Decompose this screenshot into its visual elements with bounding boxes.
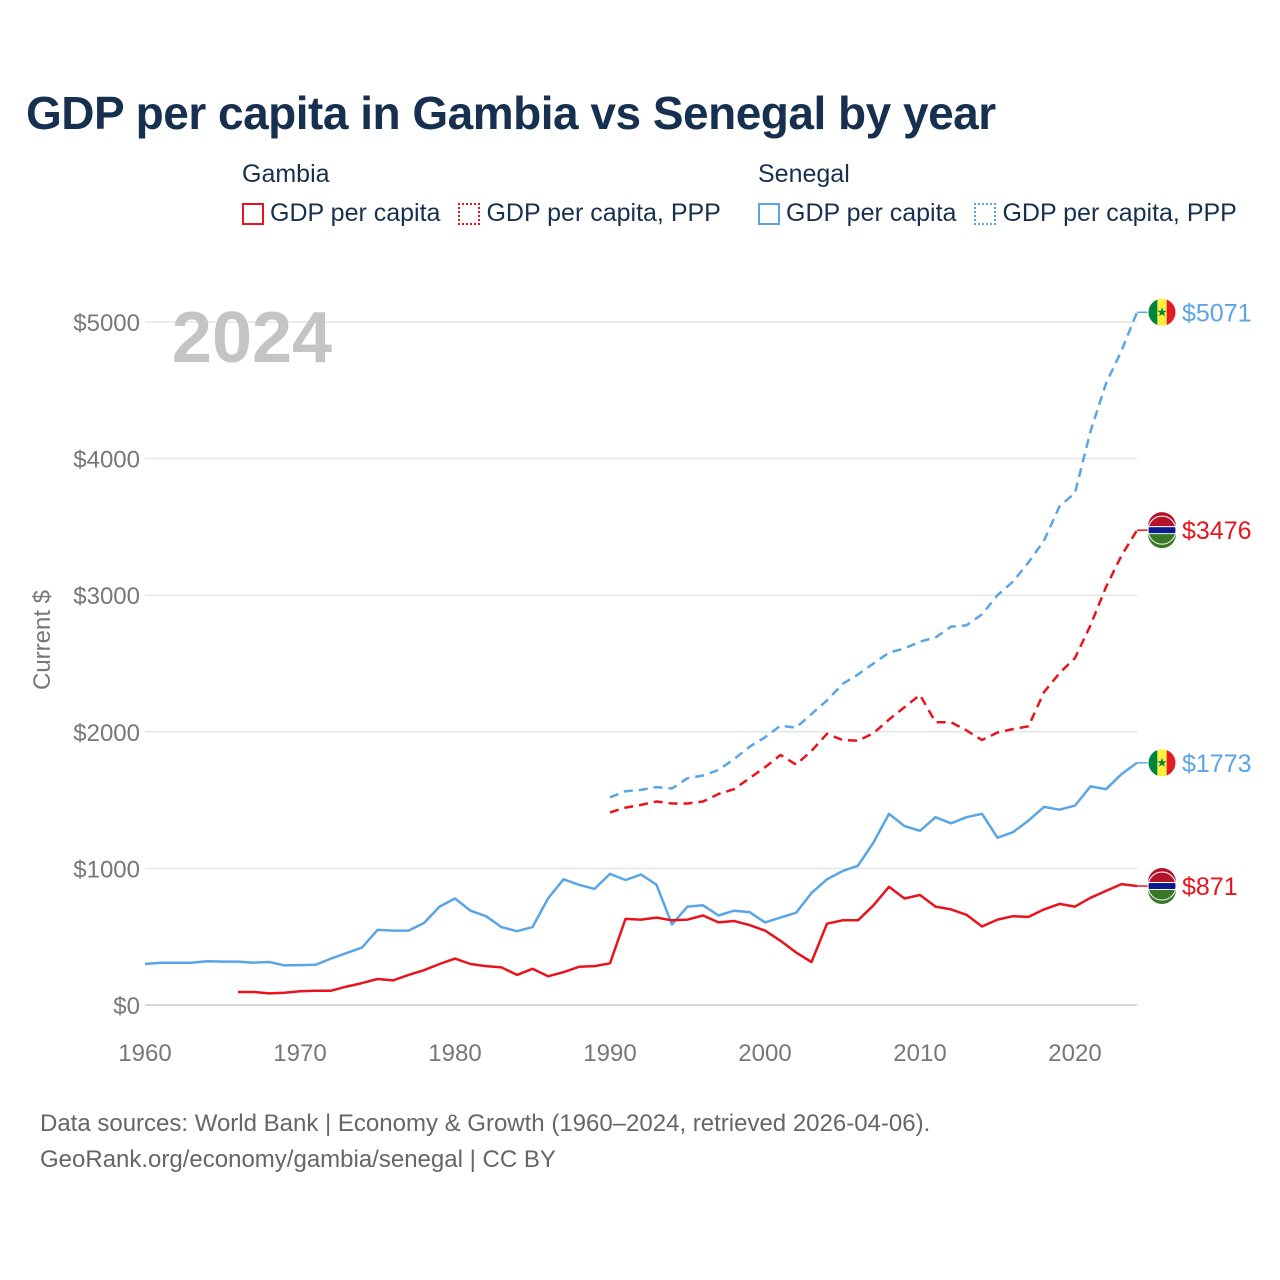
flag-star-icon: [1157, 757, 1167, 767]
flag-outline: [1147, 871, 1177, 901]
grid-lines: [145, 321, 1137, 1006]
series-lines: [144, 311, 1139, 995]
legend-label: GDP per capita, PPP: [1002, 199, 1237, 227]
legend-label: GDP per capita, PPP: [486, 199, 721, 227]
legend-group-senegal: Senegal GDP per capita GDP per capita, P…: [758, 160, 1255, 228]
flag-star-icon: [1157, 307, 1167, 317]
senegal-flag-icon: [1147, 297, 1177, 327]
flag-green-band: [1148, 534, 1176, 549]
flag-green-band: [1148, 890, 1176, 905]
legend-label: GDP per capita: [270, 199, 441, 227]
flag-red-band: [1166, 749, 1176, 777]
flag-red-band: [1148, 512, 1176, 527]
y-tick-label: $4000: [73, 447, 140, 474]
y-axis-label: Current $: [29, 590, 56, 690]
x-axis-ticks: 1960 1970 1980 1990 2000 2010 2020: [118, 1040, 1101, 1067]
flag-red-band: [1148, 868, 1176, 883]
flag-green-band: [1148, 749, 1158, 777]
flag-outline: [1147, 748, 1177, 778]
end-value-label: $5071: [1182, 299, 1252, 327]
y-tick-label: $1000: [73, 856, 140, 883]
legend-swatch-dotted: [974, 202, 997, 225]
legend-swatch-solid: [758, 202, 780, 225]
chart-title: GDP per capita in Gambia vs Senegal by y…: [26, 87, 996, 139]
end-value-label: $1773: [1182, 750, 1252, 778]
legend-item-senegal-gdp[interactable]: GDP per capita: [758, 199, 956, 228]
x-tick-label: 1960: [118, 1040, 171, 1067]
senegal-flag-icon: [1147, 748, 1177, 778]
line-chart: $0 $1000 $2000 $3000 $4000 $5000 1960 1970 1980…: [29, 297, 1252, 1067]
legend-item-gambia-gdp[interactable]: GDP per capita: [242, 199, 440, 228]
series-line-senegal-gdp-per-capita: [144, 761, 1138, 967]
flag-blue-band: [1148, 883, 1176, 890]
gambia-flag-icon: [1147, 868, 1177, 905]
year-watermark: 2024: [172, 298, 332, 378]
x-tick-label: 2000: [738, 1040, 791, 1067]
x-tick-label: 1990: [583, 1040, 636, 1067]
flag-outline: [1147, 297, 1177, 327]
series-line-gambia-gdp-per-capita: [238, 882, 1138, 995]
end-value-label: $871: [1182, 873, 1238, 901]
x-tick-label: 2010: [893, 1040, 946, 1067]
y-axis-ticks: $0 $1000 $2000 $3000 $4000 $5000: [73, 310, 140, 1020]
data-source: Data sources: World Bank | Economy & Gro…: [40, 1106, 930, 1178]
legend-group-name: Gambia: [242, 160, 330, 188]
flag-outline: [1147, 515, 1177, 545]
y-tick-label: $2000: [73, 720, 140, 747]
legend-group-name: Senegal: [758, 160, 850, 188]
y-tick-label: $3000: [73, 583, 140, 610]
y-tick-label: $0: [113, 993, 140, 1020]
source-line-2[interactable]: GeoRank.org/economy/gambia/senegal | CC …: [40, 1146, 556, 1173]
series-line-senegal-gdp-per-capita-ppp: [609, 311, 1139, 799]
legend-group-gambia: Gambia GDP per capita GDP per capita, PP…: [242, 160, 739, 228]
series-line-gambia-gdp-per-capita-ppp: [609, 529, 1139, 814]
legend-item-gambia-ppp[interactable]: GDP per capita, PPP: [458, 199, 721, 228]
legend-swatch-dotted: [458, 202, 481, 225]
legend-item-senegal-ppp[interactable]: GDP per capita, PPP: [974, 199, 1237, 228]
x-tick-label: 1980: [428, 1040, 481, 1067]
y-tick-label: $5000: [73, 310, 140, 337]
flag-red-band: [1166, 299, 1176, 326]
flag-blue-band: [1148, 527, 1176, 534]
flag-green-band: [1148, 299, 1158, 326]
source-line-1: Data sources: World Bank | Economy & Gro…: [40, 1110, 931, 1137]
x-tick-label: 2020: [1048, 1040, 1101, 1067]
x-tick-label: 1970: [273, 1040, 326, 1067]
legend-swatch-solid: [242, 202, 264, 225]
end-markers: $1773 $5071 $871 $3476: [1137, 297, 1252, 905]
gambia-flag-icon: [1147, 512, 1177, 549]
legend-label: GDP per capita: [786, 199, 957, 227]
end-value-label: $3476: [1182, 517, 1252, 545]
